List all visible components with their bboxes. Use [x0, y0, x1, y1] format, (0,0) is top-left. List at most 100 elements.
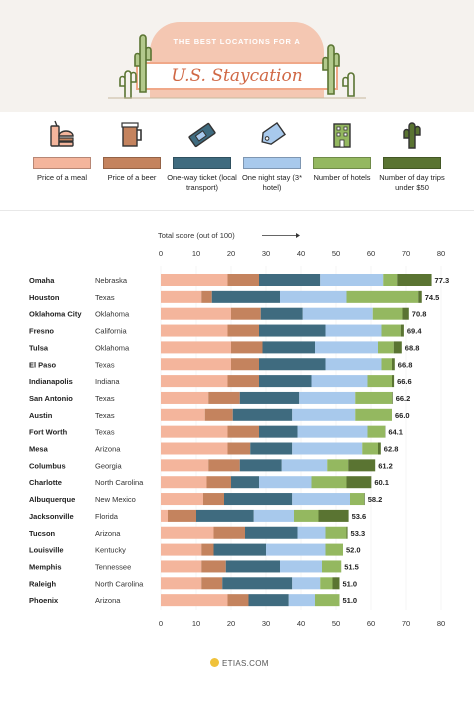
- total-score-label: 53.6: [352, 512, 367, 521]
- bar-segment: [315, 341, 378, 354]
- bar-segment: [292, 493, 350, 506]
- bar-segment: [161, 274, 228, 286]
- city-label: Louisville: [29, 546, 64, 555]
- city-label: Indianapolis: [29, 377, 73, 386]
- bar-segment: [325, 324, 382, 337]
- city-label: Omaha: [29, 276, 55, 285]
- bar-segment: [325, 543, 343, 556]
- bar-segment: [213, 543, 266, 556]
- bar-segment: [362, 442, 378, 455]
- bar-segment: [227, 375, 259, 388]
- state-label: Arizona: [95, 529, 121, 538]
- bar-segment: [161, 459, 209, 472]
- bar-segment: [381, 358, 392, 371]
- city-label: Columbus: [29, 461, 66, 470]
- bar-segment: [227, 324, 259, 337]
- bar-segment: [161, 324, 228, 337]
- x-axis-label: Total score (out of 100): [158, 231, 235, 240]
- bar-segment: [208, 391, 240, 404]
- bar-segment: [206, 476, 231, 489]
- hotel-building-icon: [333, 123, 351, 148]
- bar-segment: [355, 391, 392, 404]
- bar-segment: [161, 526, 214, 539]
- city-label: Fort Worth: [29, 428, 68, 437]
- bar-segment: [231, 476, 259, 489]
- state-label: Texas: [95, 360, 115, 369]
- bar-segment: [196, 509, 254, 522]
- x-tick-label-top: 80: [437, 249, 445, 258]
- x-tick-label-bottom: 20: [227, 619, 235, 628]
- total-score-label: 66.2: [396, 394, 411, 403]
- cactus-right-icon: [322, 44, 340, 95]
- bar-segment: [280, 560, 322, 573]
- bar-segment: [364, 493, 365, 506]
- bar-segment: [161, 408, 205, 421]
- bar-segment: [239, 459, 282, 472]
- bar-segment: [332, 577, 340, 590]
- bar-segment: [292, 442, 363, 455]
- bar-segment: [325, 358, 382, 371]
- city-label: San Antonio: [29, 394, 73, 403]
- bar-segment: [161, 290, 202, 303]
- bar-segment: [161, 358, 231, 371]
- bar-segment: [253, 509, 294, 522]
- bar-segment: [259, 425, 298, 438]
- bar-segment: [320, 274, 384, 286]
- bar-segment: [203, 493, 224, 506]
- legend-swatch: [103, 157, 161, 169]
- bar-segment: [299, 391, 356, 404]
- bar-segment: [213, 526, 245, 539]
- bar-segment: [259, 274, 321, 286]
- header-banner: THE BEST LOCATIONS FOR A U.S. Staycation: [0, 0, 474, 112]
- state-label: North Carolina: [95, 579, 144, 588]
- x-tick-label-bottom: 70: [402, 619, 410, 628]
- x-tick-label-bottom: 80: [437, 619, 445, 628]
- cactus-left-icon: [119, 70, 137, 99]
- city-label: Fresno: [29, 327, 54, 336]
- state-label: North Carolina: [95, 478, 144, 487]
- total-score-label: 69.4: [407, 327, 422, 336]
- bar-segment: [161, 594, 228, 607]
- bar-segment: [346, 476, 372, 489]
- total-score-label: 66.6: [397, 377, 412, 386]
- bar-segment: [378, 341, 394, 354]
- bar-segment: [227, 594, 249, 607]
- total-score-label: 64.1: [388, 428, 403, 437]
- bar-segment: [224, 493, 293, 506]
- x-tick-label-bottom: 40: [297, 619, 305, 628]
- state-label: Tennessee: [95, 562, 131, 571]
- state-label: Arizona: [95, 445, 121, 454]
- bar-segment: [231, 307, 261, 320]
- bar-segment: [367, 425, 385, 438]
- bar-segment: [302, 307, 373, 320]
- bar-segment: [161, 509, 168, 522]
- city-label: El Paso: [29, 360, 57, 369]
- city-label: Mesa: [29, 445, 49, 454]
- city-label: Phoenix: [29, 596, 59, 605]
- cactus-top-icon: [134, 34, 152, 93]
- bar-segment: [262, 341, 315, 354]
- bar-segment: [383, 274, 398, 286]
- bar-segment: [161, 307, 231, 320]
- state-label: Texas: [95, 428, 115, 437]
- bar-segment: [372, 307, 403, 320]
- bar-segment: [327, 459, 349, 472]
- x-axis-label-arrowhead: [296, 233, 300, 238]
- total-score-label: 58.2: [368, 495, 383, 504]
- state-label: Nebraska: [95, 276, 128, 285]
- city-label: Jacksonville: [29, 512, 74, 521]
- state-label: Texas: [95, 411, 115, 420]
- bar-segment: [400, 324, 404, 337]
- city-label: Charlotte: [29, 478, 62, 487]
- title-top: THE BEST LOCATIONS FOR A: [173, 37, 301, 46]
- total-score-label: 53.3: [351, 529, 366, 538]
- bar-segment: [250, 442, 293, 455]
- bar-segment: [231, 358, 259, 371]
- title-box: THE BEST LOCATIONS FOR A U.S. Staycation: [136, 22, 338, 98]
- footer-brand-text: ETIAS.COM: [222, 659, 269, 668]
- bar-segment: [227, 425, 259, 438]
- bar-segment: [161, 391, 209, 404]
- bar-segment: [232, 408, 293, 421]
- x-tick-label-top: 60: [367, 249, 375, 258]
- x-tick-label-top: 20: [227, 249, 235, 258]
